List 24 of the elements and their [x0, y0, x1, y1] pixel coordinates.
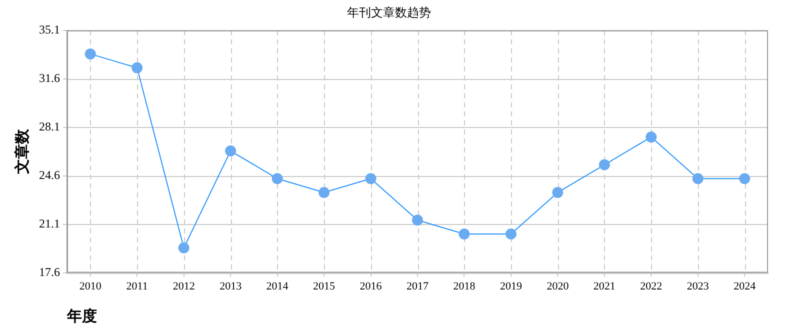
x-tick-label: 2010	[79, 280, 102, 292]
x-tick-label: 2017	[406, 280, 429, 292]
x-tick-label: 2020	[546, 280, 570, 292]
y-tick-label: 24.6	[39, 168, 60, 182]
x-tick-label: 2014	[266, 280, 289, 292]
y-tick-label: 35.1	[39, 22, 60, 37]
x-tick-label: 2021	[593, 280, 616, 292]
y-tick-label: 17.6	[39, 264, 60, 279]
x-tick-label: 2023	[686, 280, 710, 292]
x-tick-label: 2012	[172, 280, 195, 292]
x-tick-label: 2011	[126, 280, 148, 292]
y-tick-label: 28.1	[39, 120, 60, 134]
x-tick-label: 2018	[453, 280, 476, 292]
x-axis-title: 年度	[66, 306, 97, 325]
x-tick-label: 2016	[360, 280, 382, 292]
y-tick-label: 31.6	[39, 71, 60, 86]
chart-title: 年刊文章数趋势	[347, 5, 431, 20]
y-tick-label: 21.1	[39, 216, 60, 230]
y-axis-title: 文章数	[12, 128, 31, 176]
x-tick-label: 2024	[734, 280, 756, 292]
x-tick-label: 2022	[640, 280, 662, 292]
x-tick-label: 2013	[220, 280, 242, 292]
x-tick-label: 2015	[313, 280, 336, 292]
x-tick-label: 2019	[500, 280, 522, 292]
